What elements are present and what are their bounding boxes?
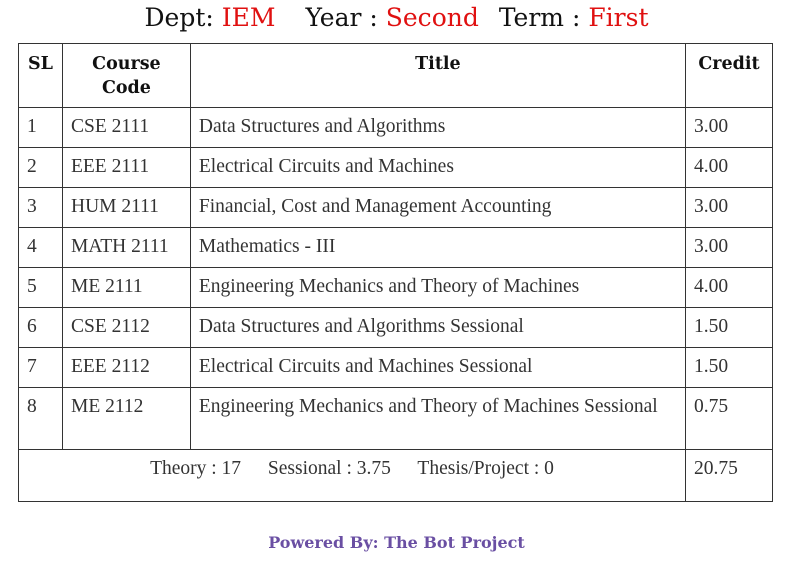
cell-title: Data Structures and Algorithms Sessional xyxy=(189,307,686,348)
cell-title: Electrical Circuits and Machines xyxy=(189,147,686,188)
table-row: 2 EEE 2111 Electrical Circuits and Machine… xyxy=(18,147,774,188)
table-row: 1 CSE 2111 Data Structures and Algorithms 3… xyxy=(18,107,774,148)
cell-title: Electrical Circuits and Machines Session… xyxy=(189,347,686,388)
summary-total-credit: 20.75 xyxy=(684,449,774,502)
table-row: 4 MATH 2111 Mathematics - III 3.00 xyxy=(18,227,774,268)
term-label: Term : xyxy=(498,3,581,32)
summary-sessional: Sessional : 3.75 xyxy=(267,458,391,479)
page-heading: Dept: IEM Year : Second Term : First xyxy=(0,3,793,32)
cell-title: Financial, Cost and Management Accountin… xyxy=(189,187,686,228)
cell-code: CSE 2112 xyxy=(61,307,191,348)
year-label: Year : xyxy=(305,3,378,32)
course-table: SL Course Code Title Credit 1 CSE 2111 Dat… xyxy=(18,43,774,502)
cell-credit: 0.75 xyxy=(684,387,774,450)
table-row: 3 HUM 2111 Financial, Cost and Management … xyxy=(18,187,774,228)
cell-code: ME 2111 xyxy=(61,267,191,308)
cell-sl: 1 xyxy=(18,107,63,148)
cell-credit: 3.00 xyxy=(684,107,774,148)
header-course-code: Course Code xyxy=(61,43,191,108)
cell-code: EEE 2111 xyxy=(61,147,191,188)
cell-credit: 1.50 xyxy=(684,347,774,388)
summary-row: Theory : 17 Sessional : 3.75 Thesis/Proj… xyxy=(18,449,774,502)
cell-code: EEE 2112 xyxy=(61,347,191,388)
cell-code: MATH 2111 xyxy=(61,227,191,268)
summary-thesis: Thesis/Project : 0 xyxy=(417,458,554,479)
cell-title: Engineering Mechanics and Theory of Mach… xyxy=(189,267,686,308)
cell-credit: 1.50 xyxy=(684,307,774,348)
cell-title: Engineering Mechanics and Theory of Mach… xyxy=(189,387,686,450)
cell-title: Data Structures and Algorithms xyxy=(189,107,686,148)
powered-by-footer: Powered By: The Bot Project xyxy=(268,533,525,552)
cell-credit: 4.00 xyxy=(684,267,774,308)
header-code-line2: Code xyxy=(101,78,151,98)
header-title: Title xyxy=(189,43,686,108)
cell-title: Mathematics - III xyxy=(189,227,686,268)
table-row: 5 ME 2111 Engineering Mechanics and Theory… xyxy=(18,267,774,308)
cell-sl: 5 xyxy=(18,267,63,308)
cell-code: CSE 2111 xyxy=(61,107,191,148)
cell-code: HUM 2111 xyxy=(61,187,191,228)
cell-sl: 3 xyxy=(18,187,63,228)
cell-sl: 6 xyxy=(18,307,63,348)
table-header-row: SL Course Code Title Credit xyxy=(18,43,774,108)
credit-summary: Theory : 17 Sessional : 3.75 Thesis/Proj… xyxy=(18,449,686,502)
cell-sl: 4 xyxy=(18,227,63,268)
table-row: 7 EEE 2112 Electrical Circuits and Machine… xyxy=(18,347,774,388)
table-row: 8 ME 2112 Engineering Mechanics and Theory… xyxy=(18,387,774,450)
term-value: First xyxy=(588,3,649,32)
dept-value: IEM xyxy=(221,3,276,32)
table-row: 6 CSE 2112 Data Structures and Algorithms … xyxy=(18,307,774,348)
summary-theory: Theory : 17 xyxy=(150,458,242,479)
cell-credit: 3.00 xyxy=(684,187,774,228)
header-sl: SL xyxy=(18,43,63,108)
cell-sl: 7 xyxy=(18,347,63,388)
cell-credit: 4.00 xyxy=(684,147,774,188)
header-credit: Credit xyxy=(684,43,774,108)
dept-label: Dept: xyxy=(144,3,214,32)
cell-code: ME 2112 xyxy=(61,387,191,450)
cell-sl: 8 xyxy=(18,387,63,450)
cell-sl: 2 xyxy=(18,147,63,188)
cell-credit: 3.00 xyxy=(684,227,774,268)
year-value: Second xyxy=(385,3,479,32)
header-code-line1: Course xyxy=(92,54,161,74)
